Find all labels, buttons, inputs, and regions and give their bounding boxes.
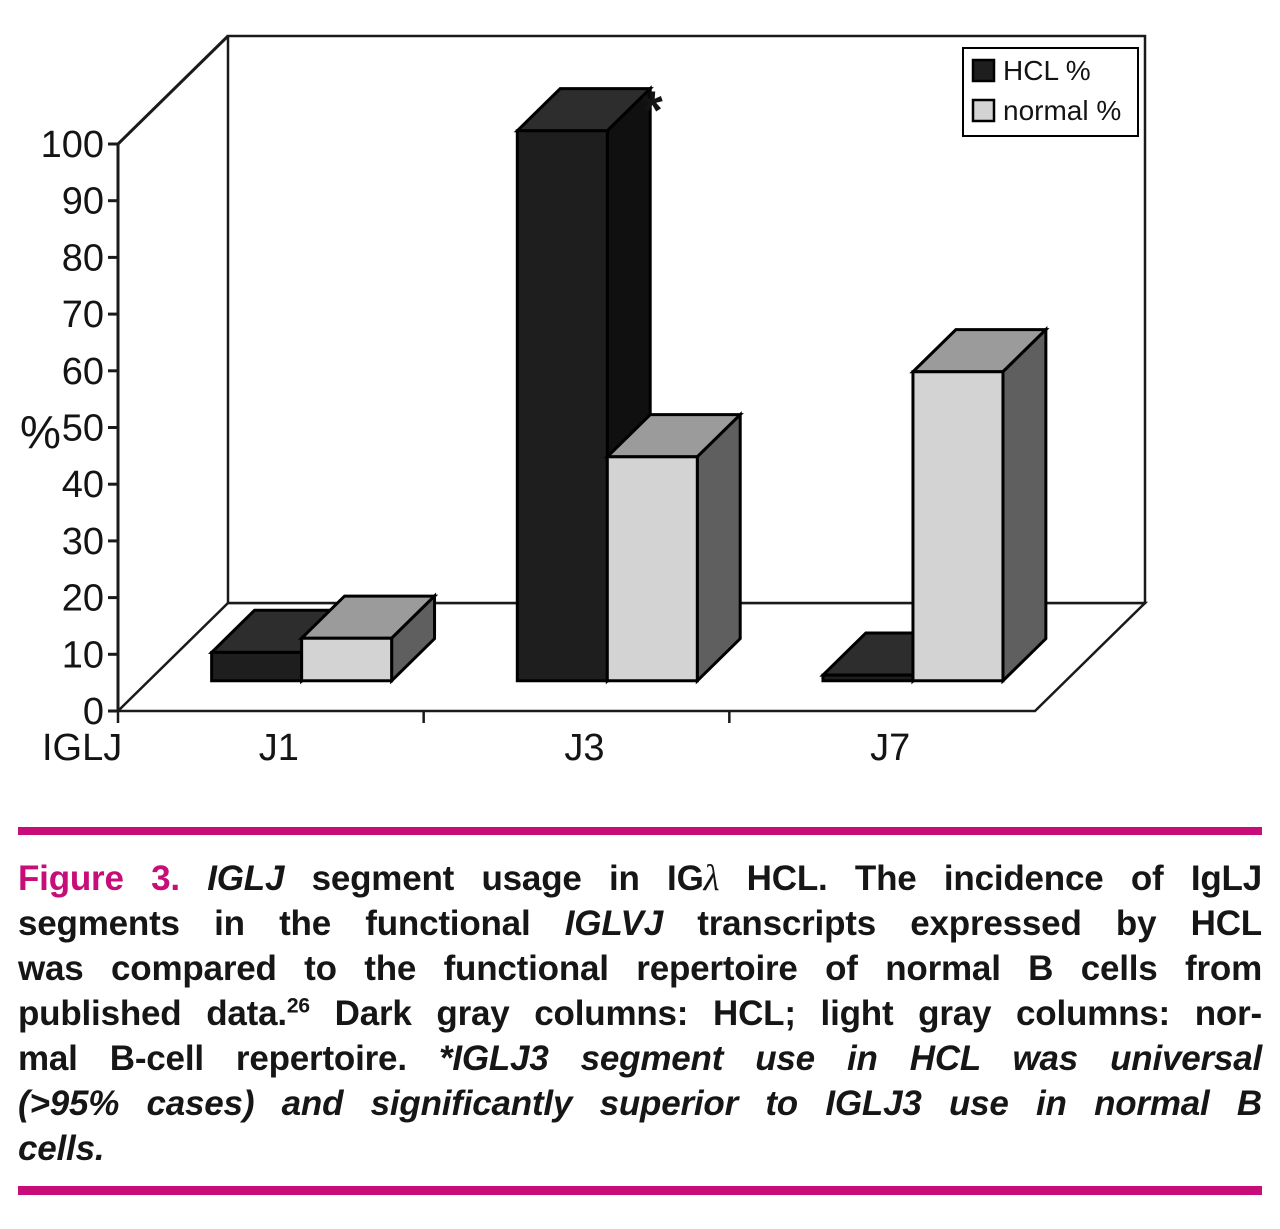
caption-run: published data. bbox=[18, 994, 287, 1033]
caption-run: segment usage in IG bbox=[284, 859, 704, 898]
caption-run: cells. bbox=[18, 1129, 105, 1168]
caption-line-7: cells. bbox=[18, 1126, 1262, 1171]
caption-run: was compared to the functional repertoir… bbox=[18, 949, 1262, 988]
y-tick-label: 100 bbox=[41, 124, 104, 166]
category-label-j7: J7 bbox=[870, 727, 910, 769]
bar-front-face bbox=[300, 636, 394, 683]
caption-run: 26 bbox=[286, 994, 310, 1018]
iglj-3d-bar-chart: 0 10 20 30 40 50 60 70 80 90 100% IGLJ J1 J3 J7 * HCL % n… bbox=[20, 34, 1149, 769]
y-tick-label: 10 bbox=[62, 634, 104, 676]
y-tick-label: 20 bbox=[62, 578, 104, 620]
bottom-rule bbox=[18, 1186, 1262, 1195]
category-label-j3: J3 bbox=[564, 727, 604, 769]
y-tick-label: 0 bbox=[83, 691, 104, 733]
bar-front-face bbox=[210, 650, 304, 683]
caption-run: HCL. The incidence of IgLJ bbox=[719, 859, 1263, 898]
bar-j3-normal bbox=[603, 411, 744, 685]
wall-top-left-slant bbox=[116, 34, 230, 146]
bar-front-face bbox=[605, 455, 699, 683]
bar-j7-normal bbox=[909, 326, 1050, 685]
caption-run: transcripts expressed by HCL bbox=[662, 904, 1262, 943]
caption-figure-label: Figure 3. bbox=[18, 859, 208, 898]
top-rule bbox=[18, 827, 1262, 835]
legend-swatch-normal bbox=[971, 98, 996, 123]
y-tick-label: 30 bbox=[62, 521, 104, 563]
bar-side-face bbox=[695, 411, 742, 685]
y-tick-label: 70 bbox=[62, 294, 104, 336]
caption-run: IGLVJ bbox=[564, 904, 663, 943]
caption-run: *IGLJ3 segment use in HCL was universal bbox=[438, 1039, 1262, 1078]
caption-run: (>95% cases) and significantly superior … bbox=[18, 1084, 1262, 1123]
y-tick-label: 50 bbox=[62, 408, 104, 450]
y-axis-title: % bbox=[20, 406, 61, 458]
caption-line-6: (>95% cases) and significantly superior … bbox=[18, 1081, 1262, 1126]
bar-side-face bbox=[1001, 326, 1048, 685]
legend-label-normal: normal % bbox=[1003, 95, 1121, 126]
legend-swatch-hcl bbox=[971, 58, 996, 83]
caption-line-4: published data.26 Dark gray columns: HCL… bbox=[18, 991, 1262, 1036]
significance-asterisk: * bbox=[642, 81, 663, 141]
bar-front-face bbox=[821, 673, 915, 683]
caption-run: IGLJ bbox=[207, 859, 285, 898]
bar-front-face bbox=[515, 129, 609, 683]
caption-line-3: was compared to the functional repertoir… bbox=[18, 946, 1262, 991]
y-tick-label: 80 bbox=[62, 237, 104, 279]
caption-run: segments in the functional bbox=[18, 904, 565, 943]
category-label-j1: J1 bbox=[259, 727, 299, 769]
y-tick-label: 90 bbox=[62, 181, 104, 223]
caption-line-1: Figure 3. IGLJ segment usage in IGλ HCL.… bbox=[18, 855, 1262, 901]
caption-run: λ bbox=[703, 857, 720, 898]
caption-run: mal B-cell repertoire. bbox=[18, 1039, 439, 1078]
caption-run: Dark gray columns: HCL; light gray colum… bbox=[309, 994, 1263, 1033]
figure-caption: Figure 3. IGLJ segment usage in IGλ HCL.… bbox=[18, 855, 1262, 1171]
bar-j1-normal bbox=[297, 592, 439, 685]
x-axis-title: IGLJ bbox=[42, 727, 122, 769]
y-tick-label: 40 bbox=[62, 464, 104, 506]
caption-line-5: mal B-cell repertoire. *IGLJ3 segment us… bbox=[18, 1036, 1262, 1081]
bar-front-face bbox=[911, 370, 1005, 683]
y-tick-label: 60 bbox=[62, 351, 104, 393]
legend bbox=[962, 47, 1139, 137]
caption-line-2: segments in the functional IGLVJ transcr… bbox=[18, 901, 1262, 946]
legend-label-hcl: HCL % bbox=[1003, 55, 1091, 86]
